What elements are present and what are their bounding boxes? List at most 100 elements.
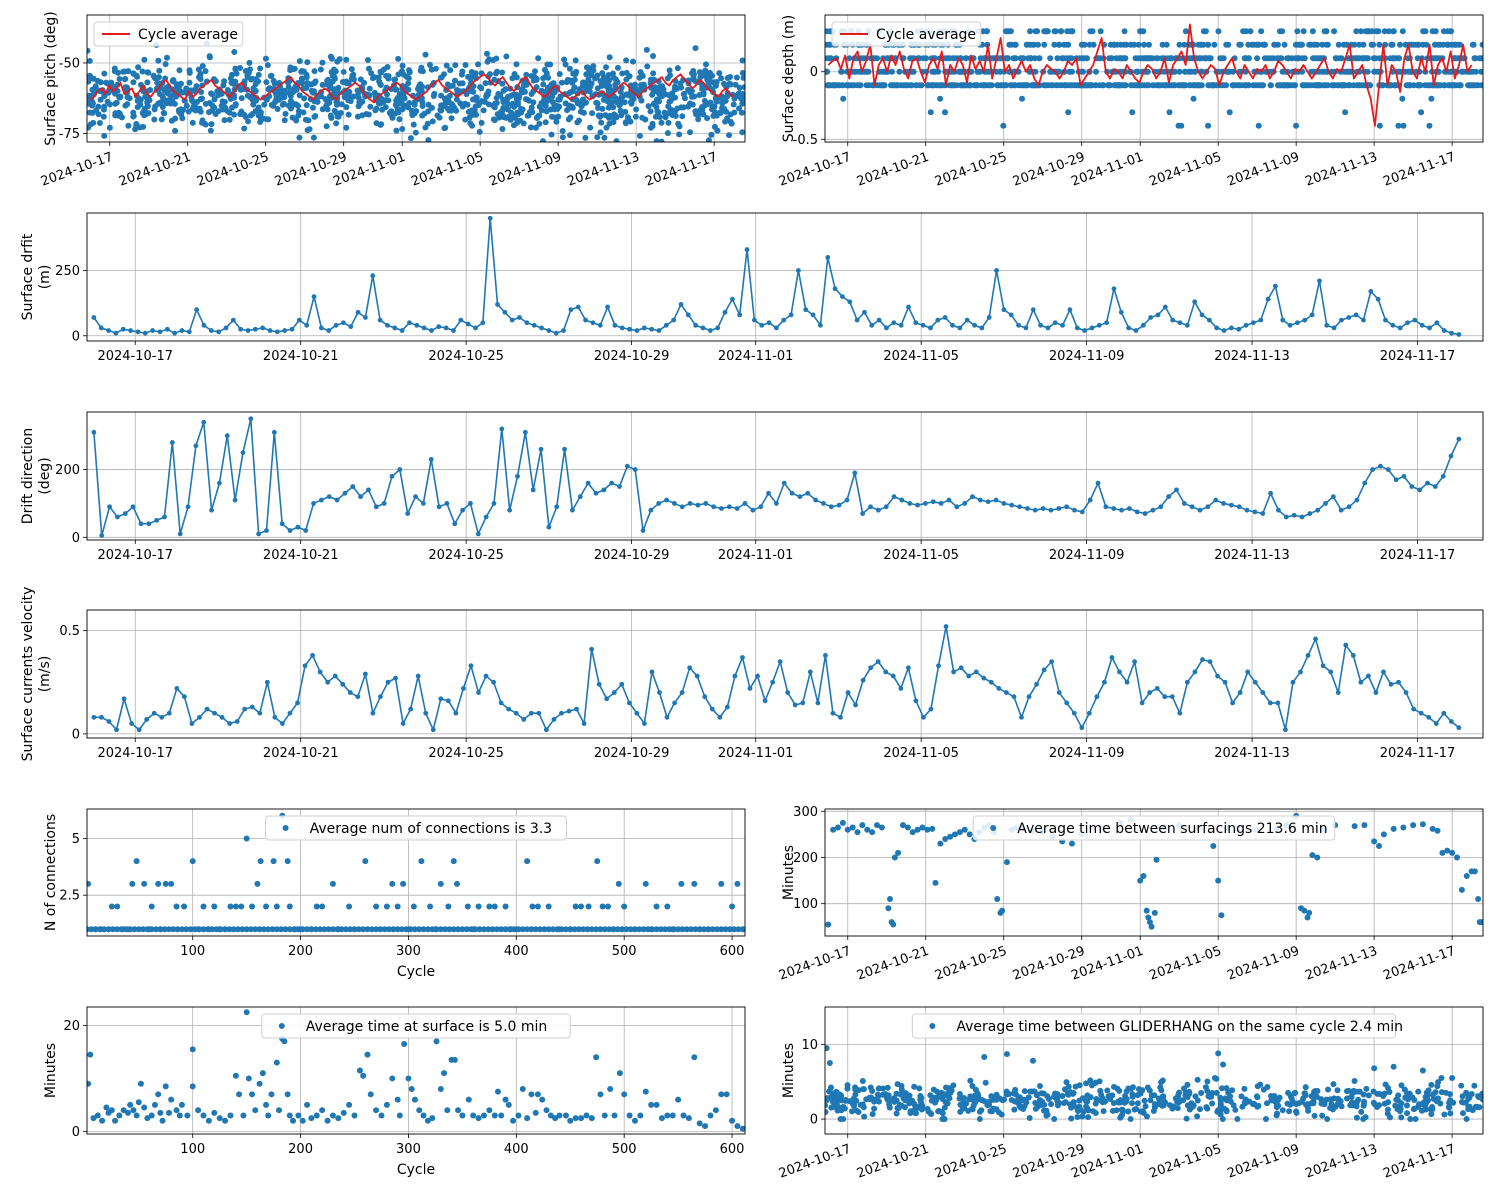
series-marker: [742, 501, 748, 506]
series-marker: [589, 646, 595, 652]
scatter-point: [825, 55, 831, 62]
series-marker: [923, 501, 928, 506]
series-marker: [781, 317, 787, 323]
scatter-point: [566, 65, 573, 72]
series-marker: [1154, 686, 1160, 691]
scatter-point: [542, 119, 549, 126]
scatter-point: [196, 926, 203, 933]
scatter-point: [232, 1072, 239, 1079]
scatter-point: [448, 115, 455, 122]
scatter-point: [1412, 41, 1419, 48]
scatter-point: [1286, 1108, 1293, 1115]
scatter-point: [216, 1115, 223, 1122]
series-marker: [179, 328, 185, 333]
scatter-point: [1076, 1082, 1083, 1089]
scatter-point: [243, 835, 250, 842]
scatter-point: [403, 926, 410, 933]
series-marker: [845, 690, 851, 695]
series-marker: [1339, 317, 1344, 323]
scatter-point: [709, 926, 716, 933]
scatter-point: [539, 1096, 546, 1103]
legend-label: Average time between GLIDERHANG on the s…: [956, 1019, 1403, 1035]
scatter-point: [854, 829, 861, 836]
scatter-point: [276, 1107, 283, 1114]
plot-area: [87, 40, 745, 148]
scatter-point: [152, 103, 159, 110]
x-tick-label: 2024-11-01: [718, 349, 794, 364]
series-line: [93, 217, 1460, 336]
scatter-point: [1418, 109, 1425, 116]
scatter-point: [1119, 1111, 1126, 1118]
series-marker: [1346, 504, 1352, 510]
scatter-point: [884, 1084, 891, 1091]
scatter-point: [549, 142, 555, 148]
series-marker: [1140, 322, 1146, 328]
scatter-point: [1085, 1114, 1092, 1121]
scatter-point: [319, 903, 326, 910]
scatter-point: [377, 80, 384, 87]
scatter-point: [1210, 842, 1217, 849]
scatter-point: [850, 1102, 857, 1109]
series-marker: [985, 499, 991, 505]
scatter-point: [200, 1112, 207, 1119]
series-marker: [460, 507, 465, 513]
x-tick-label: 2024-10-21: [855, 1142, 931, 1182]
scatter-point: [688, 88, 695, 95]
scatter-point: [422, 124, 429, 131]
scatter-point: [339, 79, 346, 86]
scatter-point: [240, 1112, 247, 1119]
series-marker: [1169, 694, 1175, 700]
scatter-point: [1026, 41, 1033, 48]
scatter-point: [1343, 1095, 1350, 1102]
scatter-point: [541, 926, 548, 933]
y-tick-label: 2.5: [59, 889, 80, 904]
x-tick-label: 2024-10-21: [855, 150, 931, 190]
x-tick-label: 2024-11-09: [1049, 349, 1125, 364]
scatter-point: [680, 1112, 687, 1119]
scatter-point: [472, 926, 479, 933]
series-marker: [1023, 325, 1029, 331]
series-marker: [1388, 681, 1394, 687]
axes-frame: [86, 212, 1484, 342]
series-marker: [280, 721, 285, 726]
x-tick-label: 2024-11-05: [1147, 944, 1223, 984]
scatter-point: [1285, 55, 1292, 62]
scatter-point: [422, 51, 429, 58]
scatter-point: [1214, 1108, 1221, 1115]
series-marker: [408, 706, 414, 712]
series-marker: [1383, 317, 1388, 323]
scatter-point: [1140, 28, 1147, 35]
scatter-point: [453, 107, 460, 114]
scatter-point: [974, 1090, 981, 1097]
series-marker: [498, 700, 504, 706]
scatter-point: [1351, 823, 1358, 830]
scatter-point: [221, 117, 228, 124]
scatter-point: [1074, 1114, 1081, 1121]
scatter-point: [184, 1112, 191, 1119]
scatter-point: [950, 1082, 957, 1089]
scatter-point: [505, 1101, 512, 1108]
series-marker: [1378, 463, 1383, 469]
series-marker: [1079, 725, 1085, 731]
scatter-point: [317, 66, 324, 73]
scatter-point: [207, 127, 214, 134]
series-marker: [1427, 325, 1432, 331]
scatter-point: [122, 102, 129, 109]
series-marker: [468, 663, 474, 669]
scatter-point: [459, 80, 466, 87]
scatter-point: [1076, 1097, 1083, 1104]
series-marker: [219, 714, 225, 720]
scatter-point: [1284, 82, 1291, 89]
scatter-point: [499, 69, 506, 76]
scatter-point: [716, 70, 723, 77]
series-marker: [905, 665, 911, 671]
scatter-point: [172, 127, 179, 134]
scatter-point: [502, 86, 509, 93]
series-marker: [1230, 700, 1236, 706]
series-marker: [590, 320, 596, 326]
series-marker: [1409, 484, 1415, 489]
scatter-point: [177, 80, 184, 87]
scatter-point: [825, 1108, 829, 1115]
y-axis-label-line: (m): [37, 265, 53, 290]
scatter-point: [739, 129, 745, 136]
